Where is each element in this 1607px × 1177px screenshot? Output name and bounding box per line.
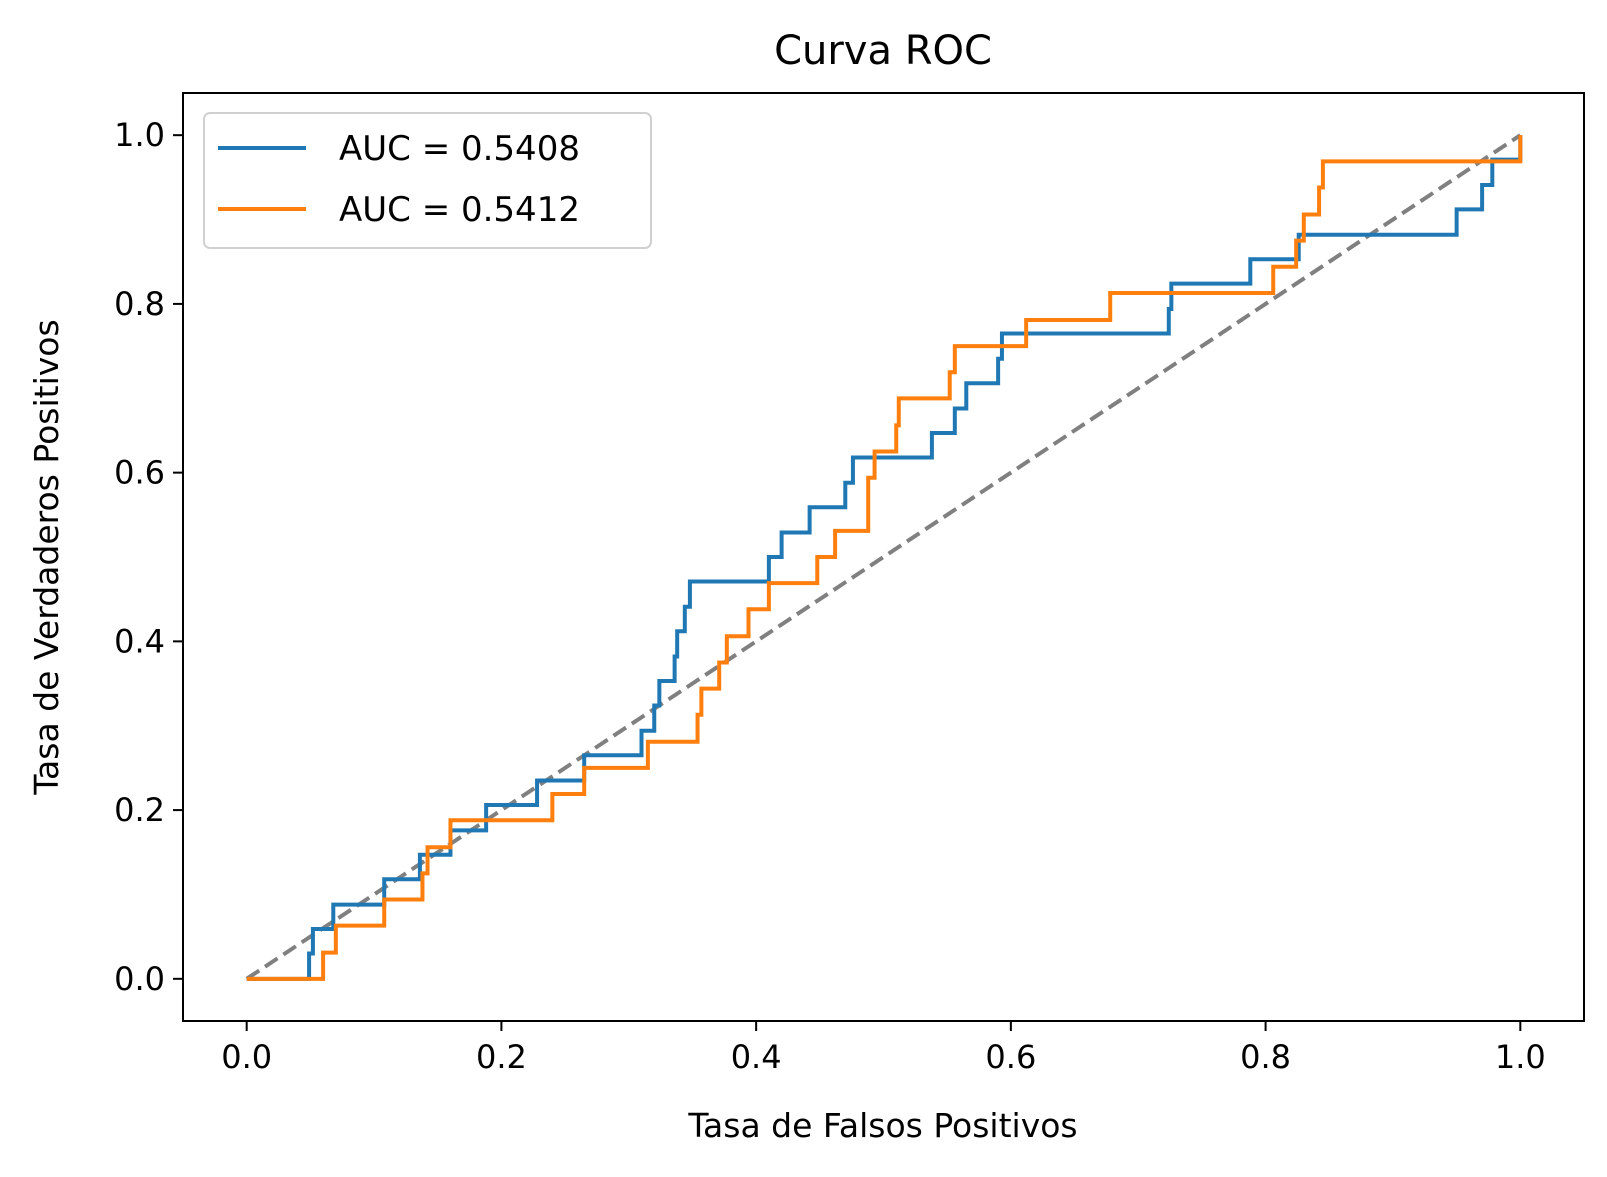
y-tick-label: 0.2 [114,791,165,829]
x-tick-label: 0.4 [731,1038,782,1076]
legend-box [203,112,652,249]
y-axis-label: Tasa de Verdaderos Positivos [27,319,66,795]
x-axis-ticks: 0.0 0.2 0.4 0.6 0.8 1.0 [221,1021,1546,1076]
legend-label-series-2: AUC = 0.5412 [339,190,580,230]
x-axis-label: Tasa de Falsos Positivos [687,1106,1077,1145]
x-tick-label: 0.6 [985,1038,1036,1076]
y-tick-label: 0.4 [114,622,165,660]
y-tick-label: 0.0 [114,960,165,998]
legend: AUC = 0.5408 AUC = 0.5412 [203,112,652,249]
roc-curve-series-2 [246,135,1523,981]
legend-label-series-1: AUC = 0.5408 [339,129,580,169]
y-tick-label: 0.8 [114,285,165,323]
x-tick-label: 0.8 [1240,1038,1291,1076]
reference-diagonal-line [245,133,1522,981]
y-tick-label: 0.6 [114,454,165,492]
x-tick-label: 0.2 [476,1038,527,1076]
y-axis-ticks: 0.0 0.2 0.4 0.6 0.8 1.0 [114,116,183,998]
series-layer [245,133,1523,981]
chart-title: Curva ROC [774,28,992,74]
x-tick-label: 0.0 [221,1038,272,1076]
plot-frame [182,92,1585,1022]
x-tick-label: 1.0 [1495,1038,1546,1076]
y-tick-label: 1.0 [114,116,165,154]
